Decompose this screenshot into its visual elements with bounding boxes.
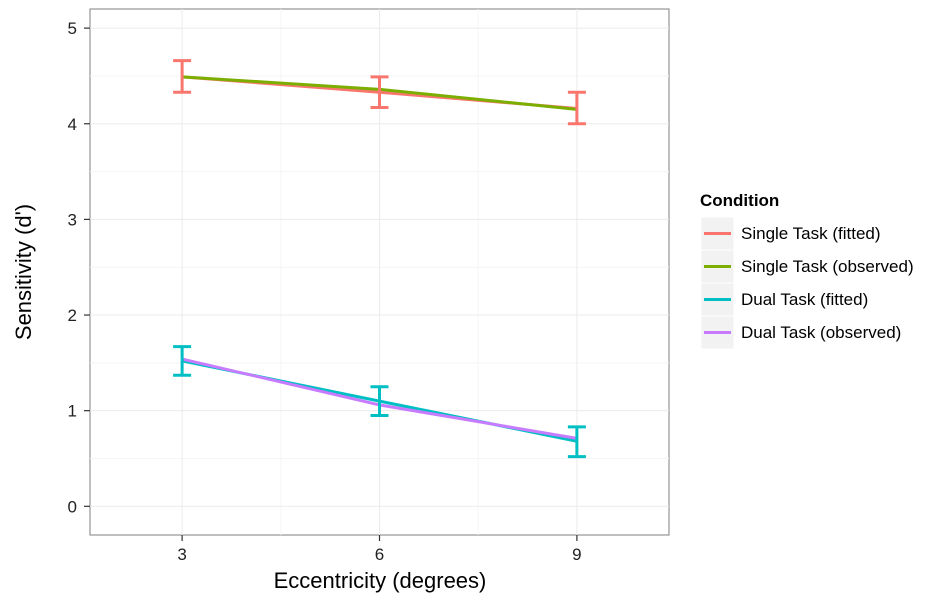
legend-title: Condition	[700, 191, 779, 210]
y-tick-label: 2	[68, 306, 77, 325]
legend-label-0: Single Task (fitted)	[741, 224, 881, 243]
y-tick-label: 1	[68, 402, 77, 421]
x-tick-label: 6	[375, 545, 384, 564]
x-axis-title: Eccentricity (degrees)	[274, 568, 487, 593]
y-tick-label: 4	[68, 115, 77, 134]
x-tick-label: 3	[177, 545, 186, 564]
x-axis: 3 6 9	[177, 535, 582, 564]
y-axis: 0 1 2 3 4 5	[68, 19, 90, 516]
legend-label-3: Dual Task (observed)	[741, 323, 901, 342]
error-bars	[173, 59, 586, 459]
y-tick-label: 5	[68, 19, 77, 38]
y-tick-label: 0	[68, 497, 77, 516]
legend-label-2: Dual Task (fitted)	[741, 290, 868, 309]
legend: Condition Single Task (fitted) Single Tas…	[700, 191, 914, 350]
y-axis-title: Sensitivity (d')	[11, 204, 36, 340]
legend-label-1: Single Task (observed)	[741, 257, 914, 276]
y-tick-label: 3	[68, 210, 77, 229]
x-tick-label: 9	[572, 545, 581, 564]
